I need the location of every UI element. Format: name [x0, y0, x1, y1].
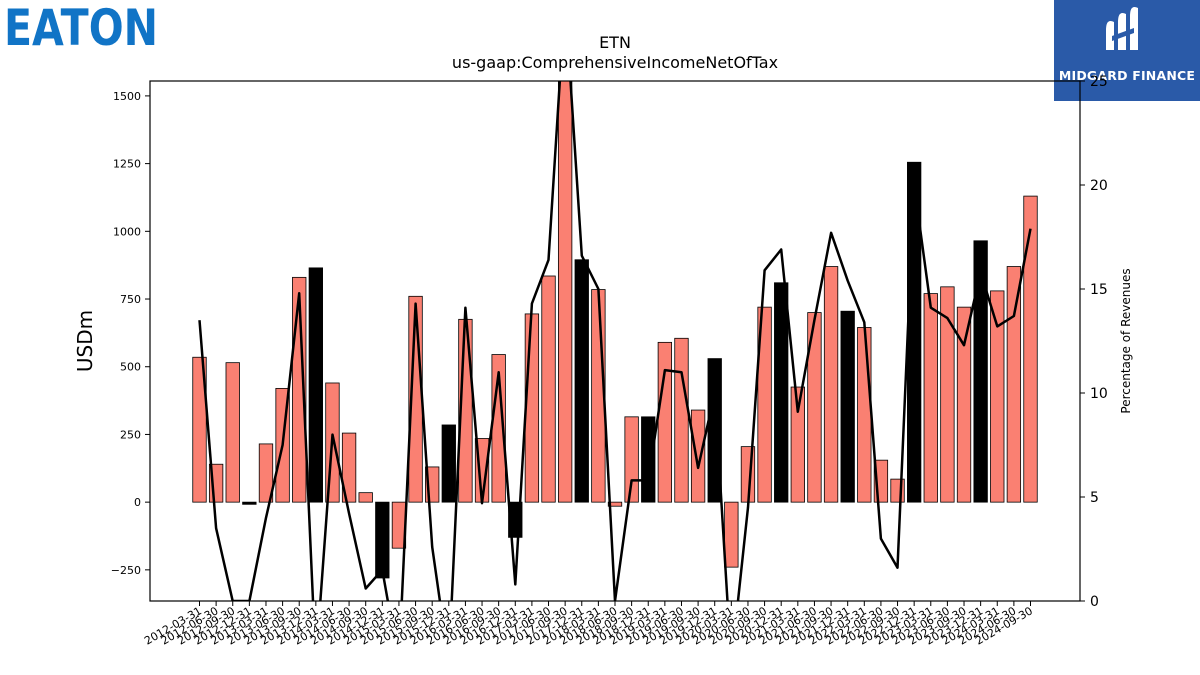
- bar-2017-12-31: [574, 259, 589, 503]
- bar-2023-12-31: [973, 240, 988, 503]
- percentage-line-series: [198, 81, 1032, 601]
- bar-2021-03-31: [790, 386, 805, 503]
- bar-2013-03-31: [258, 443, 274, 503]
- bar-2023-06-30: [940, 286, 955, 503]
- bar-2014-12-31: [375, 501, 390, 579]
- bar-2017-06-30: [541, 275, 556, 503]
- y-tick-label: 1250: [113, 158, 141, 171]
- bar-2018-12-31: [641, 416, 656, 503]
- y-tick-label: 500: [120, 361, 141, 374]
- bar-2019-03-31: [657, 341, 673, 503]
- bar-2020-12-31: [774, 282, 789, 503]
- midgard-finance-logo: MIDGARD FINANCE: [1054, 0, 1200, 101]
- bar-2014-09-30: [358, 492, 373, 503]
- chart-title: ETN: [599, 33, 631, 52]
- midgard-emblem-icon: [1106, 7, 1138, 50]
- bar-2019-09-30: [690, 409, 706, 503]
- eaton-logo: EATON: [4, 0, 160, 57]
- y-axis-label: USDm: [73, 310, 97, 372]
- y2-tick-label: 5: [1090, 490, 1099, 506]
- bar-2015-12-31: [441, 424, 456, 503]
- bar-2021-09-30: [823, 266, 839, 503]
- eaton-logo-text: EATON: [4, 4, 158, 48]
- y-tick-label: 1000: [113, 225, 141, 238]
- percentage-of-revenues-line: [198, 81, 1032, 601]
- midgard-finance-text: MIDGARD FINANCE: [1058, 68, 1196, 83]
- bar-2020-09-30: [757, 306, 772, 503]
- axes: −250025050075010001250150005101520252012…: [111, 74, 1108, 648]
- y-tick-label: 0: [134, 496, 141, 509]
- eaton-logo-mark: EATON: [4, 0, 158, 57]
- bar-2012-09-30: [225, 362, 240, 503]
- y2-axis-label: Percentage of Revenues: [1119, 268, 1133, 413]
- y-tick-label: 1500: [113, 90, 141, 103]
- bar-2022-03-31: [857, 327, 872, 503]
- bar-2019-06-30: [674, 337, 689, 503]
- chart-subtitle: us-gaap:ComprehensiveIncomeNetOfTax: [452, 53, 778, 72]
- bar-2013-12-31: [308, 267, 323, 503]
- bar-2017-03-31: [524, 313, 540, 503]
- bar-2018-06-30: [607, 501, 623, 507]
- y2-tick-label: 15: [1090, 282, 1108, 298]
- bar-2024-06-30: [1006, 266, 1022, 503]
- y2-tick-label: 25: [1090, 74, 1108, 90]
- bar-series: [192, 80, 1038, 579]
- y2-tick-label: 20: [1090, 178, 1108, 194]
- y-tick-label: 750: [120, 293, 141, 306]
- bar-2021-12-31: [840, 310, 855, 503]
- bar-2012-12-31: [242, 501, 257, 505]
- bar-2024-03-31: [990, 290, 1005, 503]
- bar-2024-09-30: [1023, 195, 1038, 503]
- bar-2023-09-30: [956, 306, 972, 503]
- y2-tick-label: 0: [1090, 594, 1099, 610]
- y2-tick-label: 10: [1090, 386, 1108, 402]
- bar-2012-03-31: [192, 356, 207, 503]
- bar-2020-03-31: [724, 501, 739, 568]
- bar-2021-06-30: [807, 312, 822, 503]
- y-tick-label: −250: [111, 564, 141, 577]
- bar-2023-03-31: [923, 293, 938, 503]
- bar-2014-06-30: [341, 432, 357, 503]
- y-tick-label: 250: [120, 428, 141, 441]
- bar-2017-09-30: [557, 80, 573, 503]
